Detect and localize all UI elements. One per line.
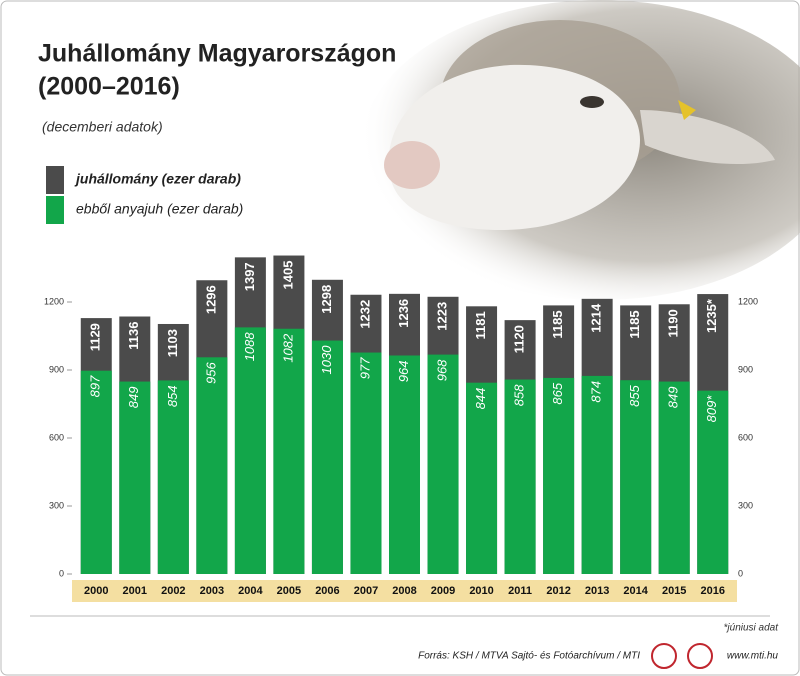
value-label: 1397 (242, 262, 257, 291)
bar (581, 375, 613, 574)
x-tick-label: 2013 (585, 585, 609, 597)
x-tick-label: 2001 (123, 585, 147, 597)
value-label: 809* (704, 395, 719, 423)
y2-tick-label: 900 (738, 364, 753, 374)
x-tick-label: 2016 (700, 585, 724, 597)
bar (119, 381, 151, 574)
value-label: 1185 (627, 310, 642, 338)
y2-tick-label: 600 (738, 432, 753, 442)
value-label: 1129 (88, 323, 103, 351)
value-label: 1088 (242, 332, 257, 362)
bar (273, 328, 305, 574)
bar (234, 327, 266, 574)
bar (658, 381, 690, 574)
x-tick-label: 2005 (277, 585, 301, 597)
value-label: 1223 (434, 302, 449, 331)
website: www.mti.hu (727, 651, 779, 662)
bar (311, 340, 343, 574)
bar (466, 382, 498, 574)
x-tick-label: 2004 (238, 585, 263, 597)
value-label: 1082 (280, 333, 295, 363)
bar (350, 352, 382, 574)
value-label: 1296 (203, 285, 218, 314)
value-label: 1030 (319, 345, 334, 375)
value-label: 964 (396, 360, 411, 382)
x-tick-label: 2002 (161, 585, 185, 597)
value-label: 968 (434, 359, 449, 381)
value-label: 858 (512, 384, 527, 406)
x-tick-label: 2007 (354, 585, 378, 597)
value-label: 897 (88, 375, 103, 397)
value-label: 1136 (126, 322, 141, 350)
subtitle: (decemberi adatok) (42, 119, 163, 135)
value-label: 1232 (357, 300, 372, 329)
category-strip (72, 580, 737, 602)
sheep-photo (360, 0, 800, 300)
x-tick-label: 2014 (623, 585, 648, 597)
value-label: 849 (126, 387, 141, 409)
legend-label: ebből anyajuh (ezer darab) (76, 201, 243, 217)
value-label: 1185 (550, 310, 565, 338)
x-tick-label: 2015 (662, 585, 686, 597)
y-tick-label: 1200 (44, 296, 64, 306)
value-label: 849 (666, 387, 681, 409)
source: Forrás: KSH / MTVA Sajtó- és Fotóarchívu… (418, 651, 640, 662)
x-tick-label: 2011 (508, 585, 532, 597)
y-tick-label: 900 (49, 364, 64, 374)
value-label: 956 (203, 362, 218, 384)
bar (389, 355, 420, 574)
logo (651, 643, 677, 669)
bar (620, 380, 652, 574)
logo (687, 643, 713, 669)
title: Juhállomány Magyarországon (38, 40, 396, 68)
x-tick-label: 2003 (200, 585, 224, 597)
y-tick-label: 600 (49, 432, 64, 442)
footnote: *júniusi adat (724, 623, 780, 634)
y2-tick-label: 300 (738, 500, 753, 510)
legend-label: juhállomány (ezer darab) (74, 171, 241, 187)
value-label: 855 (627, 384, 642, 406)
period: (2000–2016) (38, 73, 180, 101)
value-label: 874 (589, 381, 604, 403)
legend-swatch (46, 196, 64, 224)
value-label: 977 (357, 357, 372, 379)
value-label: 1235* (704, 298, 719, 333)
value-label: 1120 (512, 325, 527, 353)
value-label: 1181 (473, 311, 488, 339)
bar (157, 380, 189, 574)
y2-tick-label: 1200 (738, 296, 758, 306)
bar (543, 377, 575, 574)
y-tick-label: 300 (49, 500, 64, 510)
legend-swatch (46, 166, 64, 194)
y2-tick-label: 0 (738, 568, 743, 578)
x-tick-label: 2009 (431, 585, 455, 597)
bar (427, 354, 459, 574)
value-label: 1236 (396, 299, 411, 328)
value-label: 1214 (589, 303, 604, 333)
bar (196, 357, 228, 574)
bar (504, 379, 536, 574)
value-label: 854 (165, 385, 180, 407)
value-label: 865 (550, 382, 565, 404)
value-label: 1103 (165, 329, 180, 357)
x-tick-label: 2000 (84, 585, 108, 597)
x-tick-label: 2012 (546, 585, 570, 597)
value-label: 1190 (666, 309, 681, 337)
x-tick-label: 2008 (392, 585, 416, 597)
x-tick-label: 2006 (315, 585, 339, 597)
value-label: 1405 (280, 261, 295, 290)
value-label: 844 (473, 388, 488, 410)
bar (80, 370, 112, 574)
bar (697, 390, 729, 574)
value-label: 1298 (319, 285, 334, 314)
x-tick-label: 2010 (469, 585, 493, 597)
y-tick-label: 0 (59, 568, 64, 578)
